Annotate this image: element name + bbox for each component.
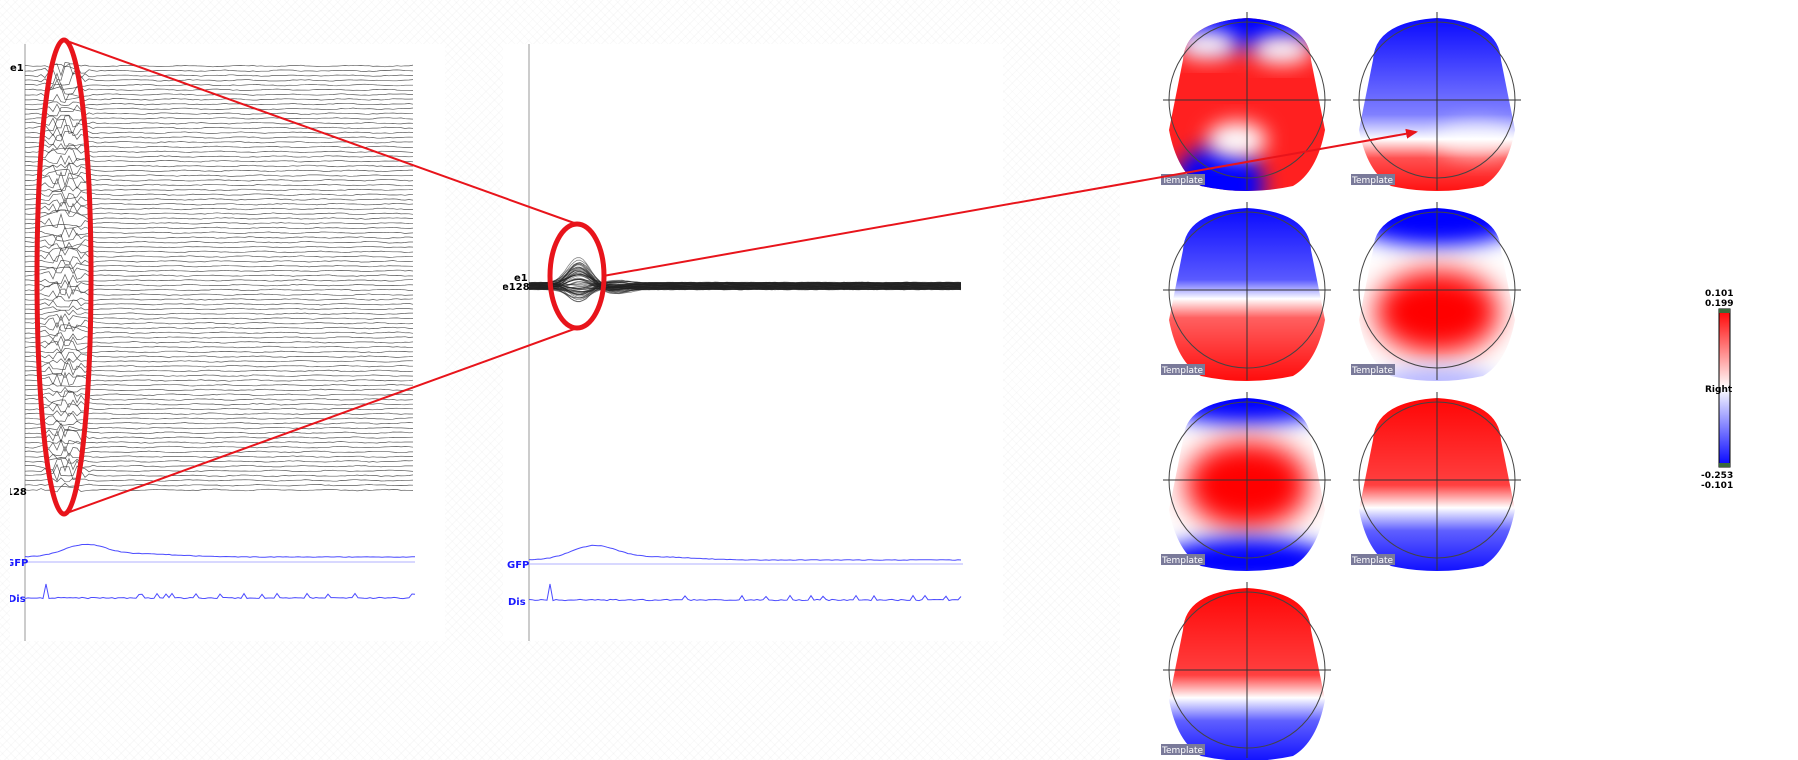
scale-max-bottom: 0.199 bbox=[1705, 299, 1733, 309]
last-channel-label: 128 bbox=[10, 487, 27, 498]
scale-min-bottom: -0.101 bbox=[1701, 481, 1733, 491]
topomap-4: Template bbox=[1351, 202, 1521, 381]
dis-label: Dis bbox=[10, 594, 26, 605]
topomap-6: Template bbox=[1351, 392, 1521, 571]
dissimilarity-curve bbox=[24, 583, 416, 600]
gfp-label: GFP bbox=[10, 558, 28, 569]
topomap-3-tag: Template bbox=[1161, 366, 1204, 376]
color-scale: 0.101 0.199 Right -0.253 -0.101 bbox=[1701, 289, 1733, 491]
topomap-4-tag: Template bbox=[1351, 366, 1394, 376]
topomap-6-tag: Template bbox=[1351, 556, 1394, 566]
topomap-7-tag: Template bbox=[1161, 746, 1204, 756]
topomap-7: Template bbox=[1161, 582, 1331, 760]
butterfly-gfp-label: GFP bbox=[507, 560, 529, 571]
topomap-5: Template bbox=[1161, 392, 1331, 571]
topomap-1: Template bbox=[1161, 12, 1331, 191]
butterfly-first-channel-label: e1 bbox=[514, 273, 528, 284]
scale-min-top: -0.253 bbox=[1701, 471, 1733, 481]
topomap-5-tag: Template bbox=[1161, 556, 1204, 566]
topomap-2-tag: Template bbox=[1351, 176, 1394, 186]
topomap-3: Template bbox=[1161, 202, 1331, 381]
butterfly-last-channel-label: e128 bbox=[503, 282, 530, 293]
scale-mid-label: Right bbox=[1705, 385, 1733, 395]
butterfly-dissimilarity-curve bbox=[528, 583, 962, 602]
butterfly-dis-label: Dis bbox=[508, 597, 526, 608]
gfp-curve bbox=[24, 543, 416, 558]
butterfly-gfp-curve bbox=[528, 544, 962, 561]
topomap-2: Template bbox=[1351, 12, 1521, 191]
first-channel-label: e1 bbox=[10, 63, 24, 74]
scale-max-top: 0.101 bbox=[1705, 289, 1733, 299]
topomap-1-tag: Template bbox=[1161, 176, 1204, 186]
